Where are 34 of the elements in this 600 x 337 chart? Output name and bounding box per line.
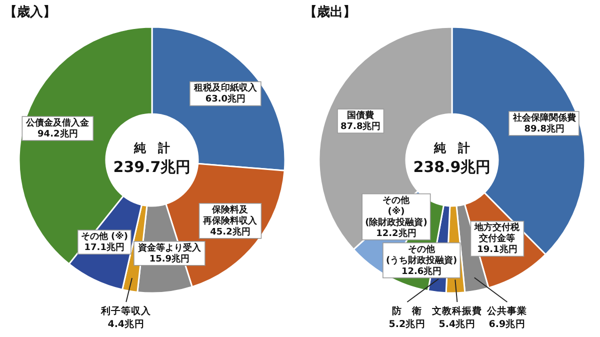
data-label: 5.2兆円 [388, 318, 426, 330]
data-label: 17.1兆円 [84, 242, 125, 254]
data-label: 12.2兆円 [376, 228, 416, 239]
chart-title: 【歳出】 [304, 4, 356, 20]
slice-label: 文教科振費 [431, 305, 482, 317]
slice-label: その他(※)(除財政投融資) [365, 194, 428, 228]
slice-label: 資金等より受入 [136, 242, 202, 254]
slice-label: 租税及印紙収入 [192, 82, 258, 94]
slice-label: 利子等収入 [100, 305, 152, 317]
slice-label: 国債費 [347, 110, 374, 122]
data-label: 63.0兆円 [205, 94, 246, 105]
slice-label: 地方交付税交付金等 [474, 222, 521, 244]
slice-label: その他(うち財政投融資) [386, 244, 458, 266]
chart-title: 【歳入】 [4, 4, 56, 20]
slice-label: 防 衛 [392, 305, 422, 317]
text: 238.9兆円 [413, 158, 491, 176]
data-label: 6.9兆円 [488, 318, 526, 330]
data-label: 19.1兆円 [477, 244, 518, 256]
data-label: 12.6兆円 [401, 266, 442, 277]
slice-label: 社会保障関係費 [512, 112, 576, 124]
data-label: 4.4兆円 [108, 318, 145, 330]
text: 239.7兆円 [113, 158, 191, 176]
data-label: 94.2兆円 [38, 128, 78, 140]
text: 純 計 [133, 141, 170, 155]
slice-label: その他 (※) [80, 231, 128, 242]
text: 純 計 [433, 141, 470, 155]
slice-label: 保険料及再保険料収入 [202, 204, 258, 226]
slice-label: 公債金及借入金 [25, 117, 90, 128]
data-label: 15.9兆円 [149, 253, 190, 264]
data-label: 87.8兆円 [340, 121, 381, 132]
data-label: 89.8兆円 [524, 123, 565, 134]
data-label: 45.2兆円 [210, 226, 250, 238]
slice-label: 公共事業 [486, 305, 528, 317]
data-label: 5.4兆円 [438, 318, 476, 330]
